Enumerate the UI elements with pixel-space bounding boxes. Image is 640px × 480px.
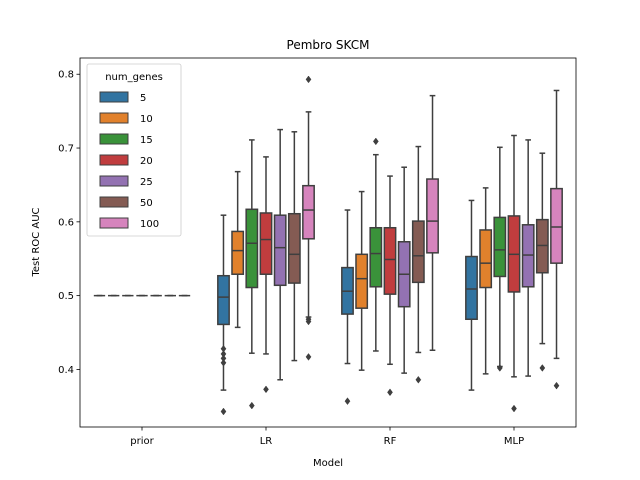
legend-label-50: 50 — [140, 198, 153, 209]
box-RF-25 — [397, 166, 411, 374]
box-RF-10 — [355, 190, 369, 371]
box-LR-5 — [217, 214, 230, 416]
legend-swatch-10 — [99, 112, 129, 124]
box-RF-100 — [426, 94, 439, 351]
x-tick-label: RF — [384, 436, 397, 447]
box-body — [493, 216, 507, 278]
box-RF-5 — [341, 209, 354, 405]
box-body — [383, 226, 397, 295]
outlier-point — [372, 137, 379, 146]
y-tick-label: 0.6 — [58, 217, 74, 228]
chart-title: Pembro SKCM — [287, 38, 370, 52]
box-MLP-25 — [521, 139, 535, 377]
box-RF-50 — [411, 145, 425, 384]
outlier-point — [305, 315, 312, 324]
legend-label-25: 25 — [140, 177, 153, 188]
box-MLP-100 — [550, 89, 563, 390]
legend-box — [86, 63, 182, 237]
box-body — [411, 220, 425, 284]
y-tick-label: 0.4 — [58, 365, 74, 376]
legend-swatch-100 — [99, 217, 129, 229]
outlier-point — [387, 388, 393, 397]
box-body — [273, 214, 287, 287]
box-LR-10 — [231, 170, 245, 329]
box-body — [245, 208, 259, 289]
y-axis-label: Test ROC AUC — [31, 207, 42, 277]
x-tick-label: prior — [130, 436, 154, 447]
legend-label-100: 100 — [140, 219, 159, 230]
box-body — [287, 212, 301, 284]
y-axis-ticks: 0.4 0.5 0.6 0.7 0.8 — [58, 70, 80, 376]
box-body — [479, 229, 493, 289]
box-LR-50 — [287, 131, 301, 362]
legend-swatch-50 — [99, 196, 129, 208]
legend: num_genes 5 10 15 20 25 50 100 — [86, 63, 182, 237]
legend-label-10: 10 — [140, 114, 153, 125]
box-body — [259, 212, 273, 275]
outlier-point — [220, 344, 227, 353]
box-body — [355, 253, 369, 309]
legend-swatch-5 — [99, 91, 129, 103]
outlier-point — [553, 381, 560, 390]
box-MLP-20 — [507, 134, 521, 413]
box-body — [465, 255, 478, 321]
box-RF-20 — [383, 175, 397, 397]
box-body — [217, 274, 230, 326]
box-MLP-10 — [479, 187, 493, 375]
outlier-point — [511, 404, 517, 413]
legend-title: num_genes — [105, 72, 163, 83]
x-tick-label: LR — [260, 436, 273, 447]
x-tick-label: MLP — [504, 436, 524, 447]
box-RF-15 — [369, 137, 383, 352]
x-axis-ticks: prior LR RF MLP — [130, 427, 524, 447]
outlier-point — [344, 397, 351, 405]
outlier-point — [220, 407, 227, 416]
outlier-point — [305, 75, 312, 84]
legend-swatch-25 — [99, 175, 129, 187]
box-LR-25 — [273, 128, 287, 381]
box-body — [550, 187, 563, 264]
legend-label-5: 5 — [140, 93, 146, 104]
box-MLP-5 — [465, 199, 478, 391]
y-tick-label: 0.8 — [58, 70, 74, 81]
box-LR-15 — [245, 139, 259, 410]
box-MLP-15 — [493, 146, 507, 372]
outlier-point — [263, 385, 269, 394]
legend-swatch-20 — [99, 154, 129, 166]
outlier-point — [305, 353, 312, 361]
box-body — [302, 184, 315, 240]
box-LR-100 — [302, 75, 315, 361]
box-body — [231, 230, 245, 275]
outlier-point — [220, 354, 227, 363]
outlier-point — [220, 358, 227, 367]
axes-frame — [79, 57, 577, 428]
box-body — [426, 178, 439, 254]
box-LR-20 — [259, 156, 273, 394]
y-tick-label: 0.5 — [58, 291, 74, 302]
x-axis-label: Model — [313, 458, 343, 469]
box-body — [369, 226, 383, 288]
outlier-point — [415, 375, 422, 384]
plot-area — [93, 75, 563, 416]
legend-label-15: 15 — [140, 135, 153, 146]
outlier-point — [496, 364, 503, 372]
outlier-point — [220, 350, 227, 358]
legend-swatch-15 — [99, 133, 129, 145]
outlier-point — [539, 364, 546, 372]
y-tick-label: 0.7 — [58, 144, 74, 155]
legend-label-20: 20 — [140, 156, 153, 167]
outlier-point — [248, 401, 255, 410]
box-MLP-50 — [535, 152, 549, 372]
